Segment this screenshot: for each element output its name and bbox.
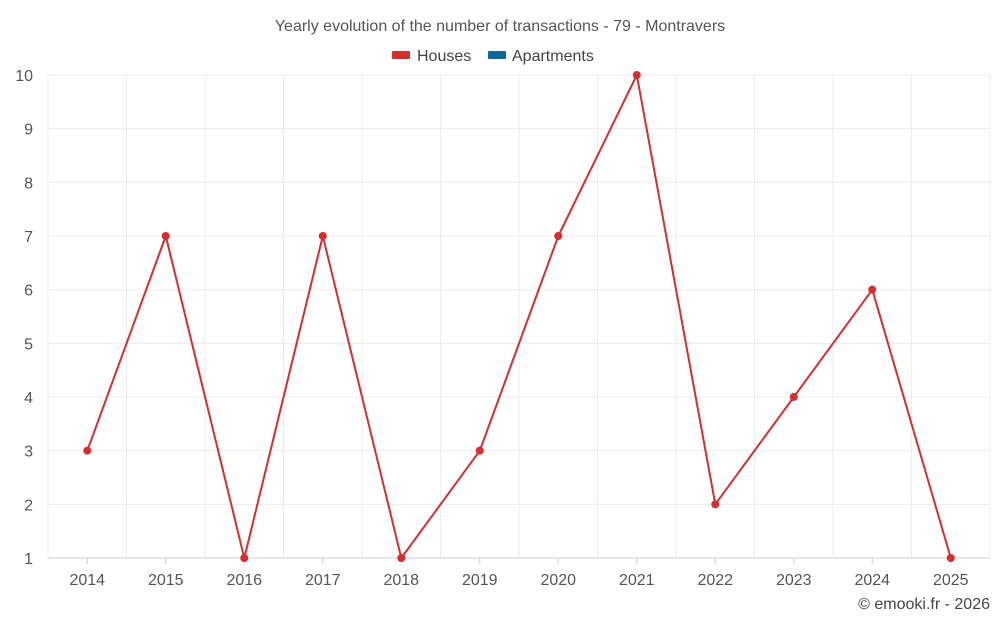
legend: Houses Apartments [392,48,594,65]
data-point-2022[interactable] [711,500,720,509]
data-point-2019[interactable] [475,446,484,455]
y-axis-ticks: 1 2 3 4 5 6 7 8 9 10 [15,68,33,568]
credit-text: © emooki.fr - 2026 [858,596,990,613]
x-tick-label: 2023 [776,572,812,589]
legend-item-apartments[interactable]: Apartments [488,48,594,65]
data-point-2024[interactable] [868,285,877,294]
y-tick-label: 4 [24,390,33,407]
y-tick-label: 1 [24,551,33,568]
legend-swatch-houses [392,51,410,59]
x-tick-label: 2024 [854,572,890,589]
y-tick-label: 3 [24,444,33,461]
y-tick-label: 8 [24,175,33,192]
x-axis-ticks: 2014 2015 2016 2017 2018 2019 2020 2021 2022 2023… [69,572,968,589]
y-tick-label: 6 [24,283,33,300]
legend-item-houses[interactable]: Houses [392,48,471,65]
data-point-2021[interactable] [632,71,641,79]
x-tick-label: 2014 [69,572,105,589]
chart-title: Yearly evolution of the number of transa… [275,18,725,35]
x-tick-label: 2022 [697,572,733,589]
data-point-2025[interactable] [946,554,955,562]
data-point-2015[interactable] [161,232,170,240]
data-point-2018[interactable] [397,554,406,562]
legend-swatch-apartments [488,51,506,59]
series-line-houses [86,74,952,559]
y-tick-label: 10 [15,68,33,85]
grid [47,74,991,558]
x-tick-label: 2019 [462,572,498,589]
x-tick-label: 2021 [619,572,655,589]
y-tick-label: 5 [24,336,33,353]
axes [48,557,990,564]
x-tick-label: 2018 [383,572,419,589]
x-tick-label: 2020 [540,572,576,589]
y-tick-label: 2 [24,497,33,514]
x-tick-label: 2017 [305,572,341,589]
x-tick-label: 2016 [226,572,262,589]
data-point-2020[interactable] [554,232,563,240]
legend-label-apartments: Apartments [512,48,594,65]
y-tick-label: 7 [24,229,33,246]
x-tick-label: 2025 [933,572,969,589]
data-point-2023[interactable] [789,393,798,401]
data-point-2017[interactable] [318,232,327,240]
series-houses [83,71,955,562]
data-point-2016[interactable] [240,554,249,562]
x-tick-label: 2015 [148,572,184,589]
data-point-2014[interactable] [83,446,92,455]
y-tick-label: 9 [24,122,33,139]
legend-label-houses: Houses [417,48,471,65]
